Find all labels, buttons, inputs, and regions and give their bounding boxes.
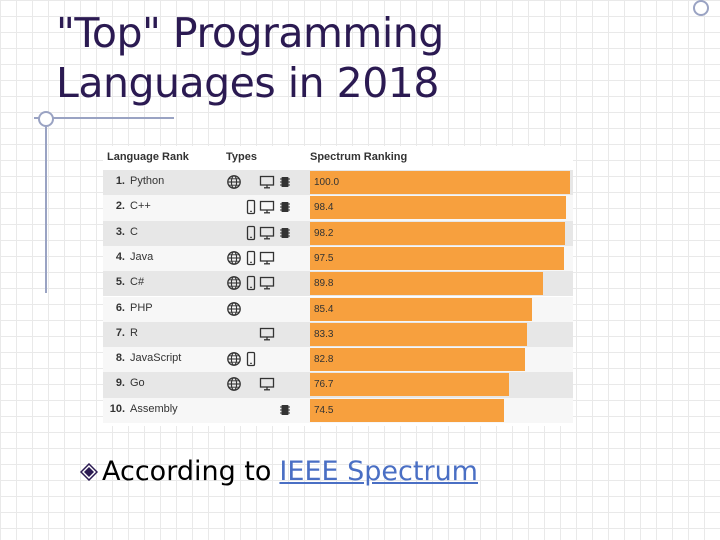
chart-row: 6. PHP 85.4 xyxy=(103,296,573,322)
bar-value-label: 82.8 xyxy=(314,354,334,366)
rank-number: 5. xyxy=(115,276,125,289)
language-name: Assembly xyxy=(130,402,178,415)
desktop-icon xyxy=(259,199,275,215)
slide-title-line-1: "Top" Programming xyxy=(56,9,444,57)
chart-row: 3. C 98.2 xyxy=(103,220,573,246)
chart-row: 2. C++ 98.4 xyxy=(103,195,573,221)
bar xyxy=(310,171,570,194)
chart-row: 5. C# 89.8 xyxy=(103,271,573,297)
rank-number: 1. xyxy=(115,175,125,187)
chart-row: 7. R 83.3 xyxy=(103,321,573,348)
rank-number: 8. xyxy=(115,352,125,365)
bar-value-label: 89.8 xyxy=(314,278,334,290)
decorative-vertical-line xyxy=(45,118,47,293)
language-name: Python xyxy=(130,175,165,187)
mobile-icon xyxy=(243,225,259,241)
slide-title-line-2: Languages in 2018 xyxy=(56,59,439,107)
language-name: C xyxy=(130,225,138,238)
language-name: C++ xyxy=(130,200,151,213)
desktop-icon xyxy=(259,174,275,190)
ranking-chart: Language Rank Types Spectrum Ranking 1. P… xyxy=(103,146,573,426)
rank-number: 9. xyxy=(115,377,125,390)
decorative-horizontal-line xyxy=(34,117,174,119)
chart-header: Language Rank Types Spectrum Ranking xyxy=(103,146,573,170)
bar xyxy=(310,322,527,346)
bar-value-label: 83.3 xyxy=(314,328,334,340)
embedded-icon xyxy=(277,402,293,418)
web-icon xyxy=(226,301,242,317)
chart-row: 4. Java 97.5 xyxy=(103,245,573,272)
decorative-ring xyxy=(38,111,54,127)
desktop-icon xyxy=(259,225,275,241)
diamond-bullet-icon xyxy=(80,462,98,481)
language-name: Java xyxy=(130,250,154,263)
bar xyxy=(310,373,510,397)
mobile-icon xyxy=(243,199,259,215)
desktop-icon xyxy=(259,326,275,342)
web-icon xyxy=(226,275,242,291)
desktop-icon xyxy=(259,275,275,291)
bar xyxy=(310,246,564,270)
language-name: Go xyxy=(130,377,145,390)
chart-row: 8. JavaScript 82.8 xyxy=(103,347,573,373)
language-name: C# xyxy=(130,276,145,289)
bar-value-label: 74.5 xyxy=(314,404,334,416)
column-header-types: Types xyxy=(226,151,257,163)
decorative-corner-ring xyxy=(693,0,709,16)
desktop-icon xyxy=(259,376,275,392)
bar xyxy=(310,221,566,245)
bar-value-label: 98.4 xyxy=(314,202,334,214)
embedded-icon xyxy=(277,199,293,215)
column-header-spectrum-ranking: Spectrum Ranking xyxy=(310,151,408,163)
bar-value-label: 100.0 xyxy=(314,177,340,188)
web-icon xyxy=(226,174,242,190)
desktop-icon xyxy=(259,250,275,266)
bar-value-label: 97.5 xyxy=(314,252,334,264)
language-name: JavaScript xyxy=(130,352,182,365)
rank-number: 4. xyxy=(115,250,125,263)
rank-number: 3. xyxy=(115,225,125,238)
bar-value-label: 98.2 xyxy=(314,227,334,239)
mobile-icon xyxy=(243,351,259,367)
web-icon xyxy=(226,351,242,367)
rank-number: 7. xyxy=(115,326,125,339)
rank-number: 6. xyxy=(115,301,125,314)
embedded-icon xyxy=(277,225,293,241)
bar xyxy=(310,297,533,321)
slide-title: "Top" Programming Languages in 2018 xyxy=(56,8,444,108)
bar-value-label: 85.4 xyxy=(314,303,334,315)
embedded-icon xyxy=(277,174,293,190)
rank-number: 2. xyxy=(115,200,125,213)
bar xyxy=(310,398,504,422)
mobile-icon xyxy=(243,250,259,266)
bar-value-label: 76.7 xyxy=(314,379,334,391)
web-icon xyxy=(226,250,242,266)
bullet-text: According to xyxy=(102,456,272,487)
chart-row: 1. Python 100.0 xyxy=(103,170,573,196)
bar xyxy=(310,272,544,296)
bar xyxy=(310,348,526,372)
rank-number: 10. xyxy=(109,402,125,415)
bar xyxy=(310,196,566,220)
language-name: R xyxy=(130,326,138,339)
language-name: PHP xyxy=(130,301,153,314)
source-bullet: According to IEEE Spectrum xyxy=(80,456,478,487)
ieee-spectrum-link[interactable]: IEEE Spectrum xyxy=(279,456,478,487)
mobile-icon xyxy=(243,275,259,291)
chart-row: 9. Go 76.7 xyxy=(103,372,573,398)
web-icon xyxy=(226,376,242,392)
chart-row: 10. Assembly 74.5 xyxy=(103,397,573,423)
column-header-language-rank: Language Rank xyxy=(107,151,189,163)
